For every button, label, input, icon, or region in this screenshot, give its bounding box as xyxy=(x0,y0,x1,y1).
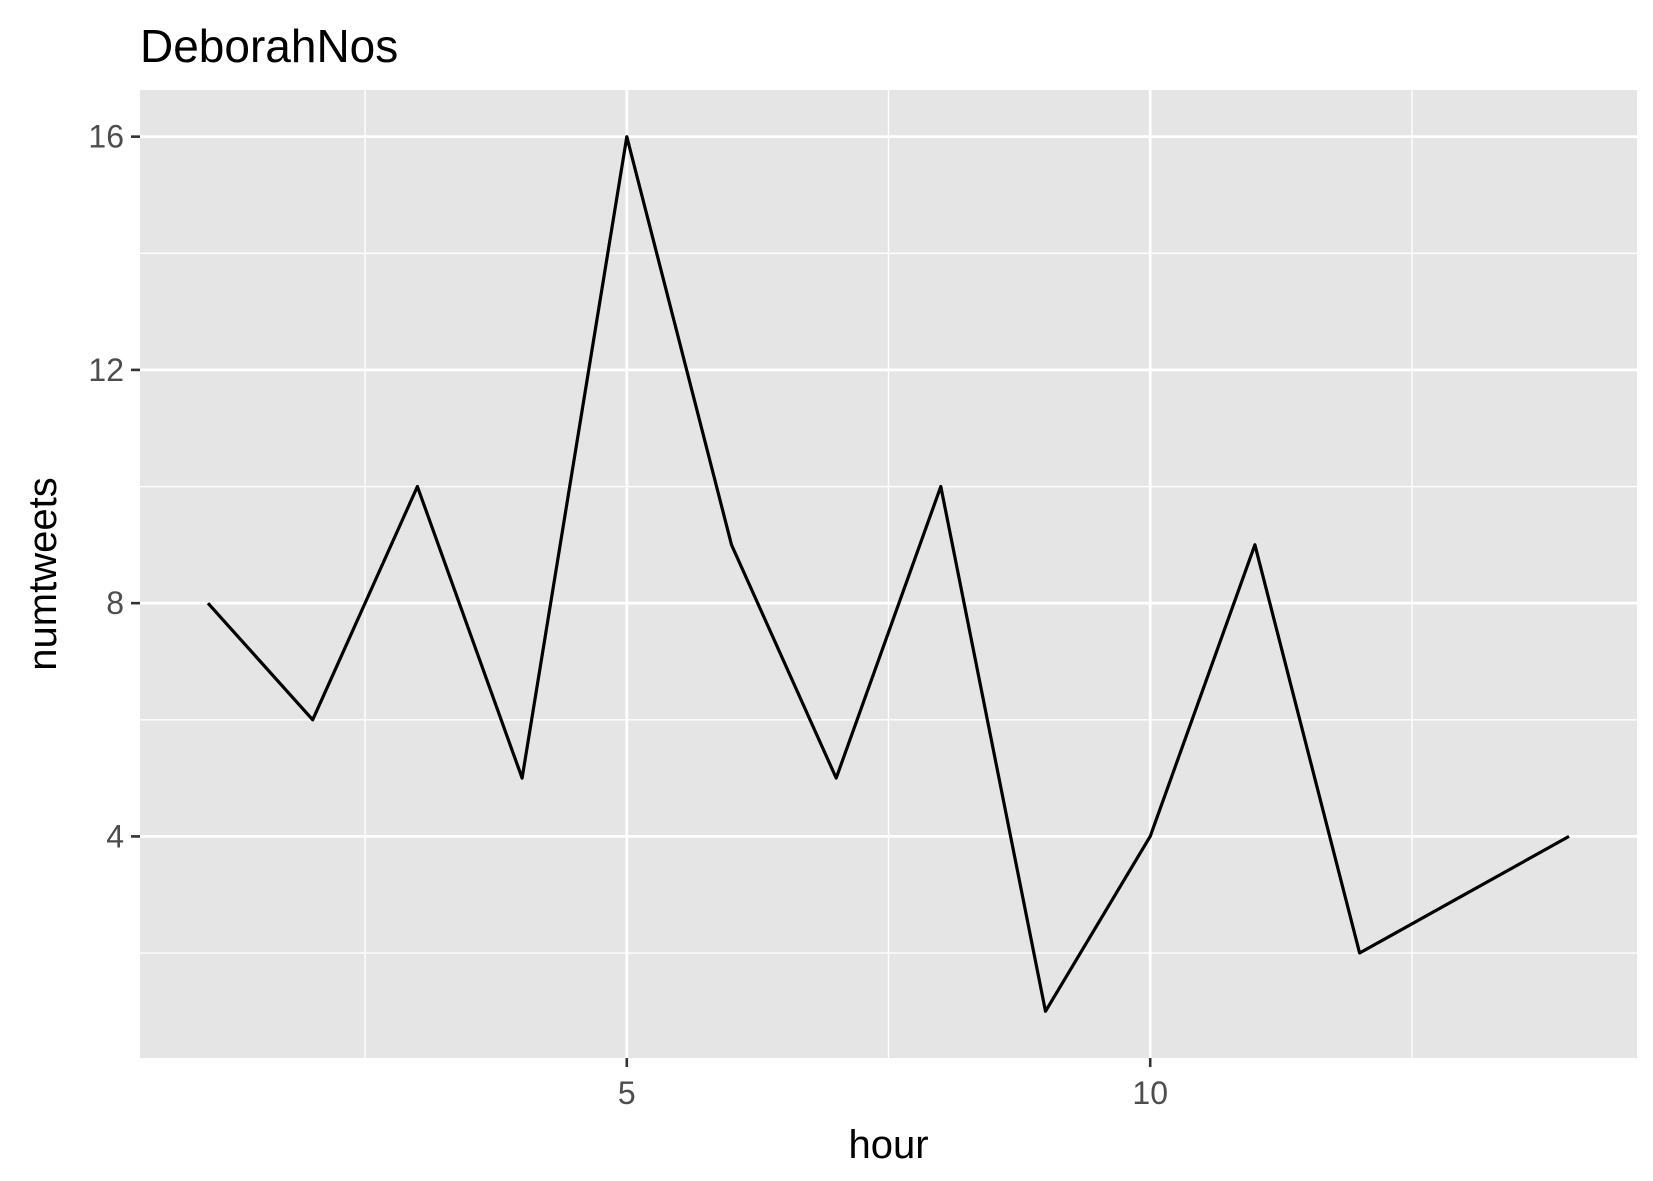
x-axis-title: hour xyxy=(848,1123,928,1167)
y-tick-label: 16 xyxy=(88,119,124,155)
y-axis-title: numtweets xyxy=(21,477,65,670)
chart-title: DeborahNos xyxy=(140,20,398,72)
y-tick-label: 12 xyxy=(88,352,124,388)
y-tick-label: 8 xyxy=(106,585,124,621)
minor-gridlines xyxy=(140,90,1637,1058)
y-tick-label: 4 xyxy=(106,818,124,854)
series-layer xyxy=(206,135,1570,1013)
tick-labels: 5 10 4 8 12 16 xyxy=(88,119,1168,1111)
x-tick-label: 5 xyxy=(618,1075,636,1111)
x-tick-label: 10 xyxy=(1132,1075,1168,1111)
major-gridlines xyxy=(140,90,1637,1058)
series-line xyxy=(206,135,1570,1013)
axis-ticks xyxy=(131,135,1152,1067)
